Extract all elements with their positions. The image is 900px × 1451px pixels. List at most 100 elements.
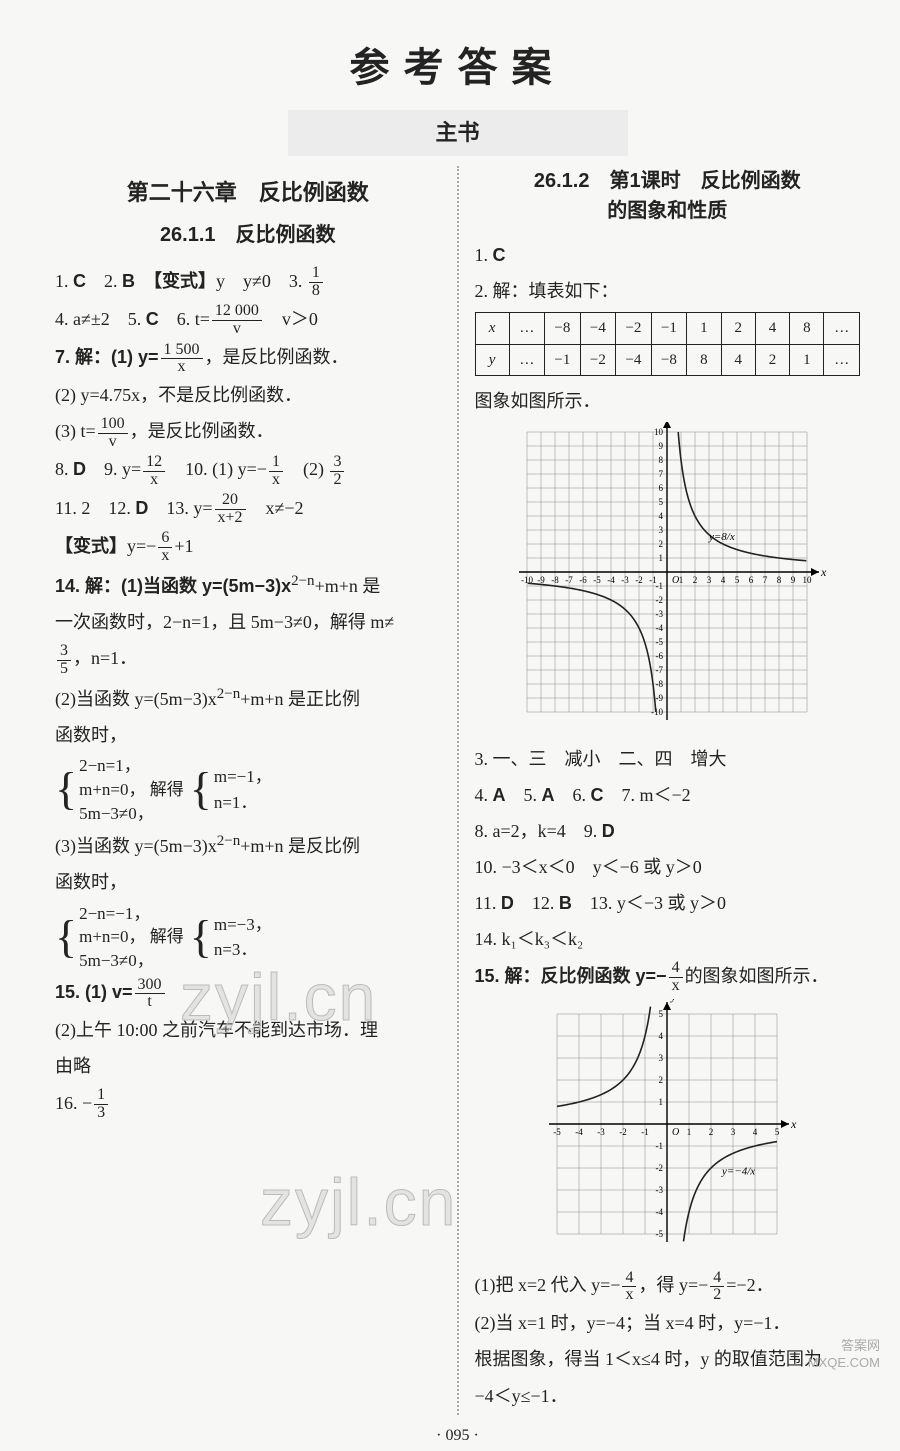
svg-text:-4: -4 [656,1207,664,1217]
text: +m+n 是反比例 [240,836,360,856]
svg-text:2: 2 [693,575,698,585]
num: 3 [57,643,71,661]
text: x≠−2 [248,498,304,518]
answer-line: 1. C [475,238,861,272]
text: 8. a=2，k=4 9. [475,821,602,841]
fraction: 1 500x [161,342,203,377]
svg-text:-2: -2 [620,1127,628,1137]
answer-line: 8. D 9. y=12x 10. (1) y=−1x (2) 32 [55,452,441,488]
text: ，得 y=− [638,1275,708,1295]
table-row: y…−1−2−4−88421… [475,344,860,376]
system-right: m=−1， n=1． [214,764,272,815]
left-brace-icon: { [190,771,212,808]
text: (2)当函数 y=(5m−3)x [55,689,217,709]
num: 100 [98,416,128,434]
text: 5. [506,785,542,805]
svg-text:O: O [672,1127,679,1138]
answer-line: 函数时， [55,718,441,752]
system-right: m=−3， n=3． [214,912,272,963]
answer-line: 15. (1) v=300t [55,975,441,1011]
den: 2 [710,1287,724,1304]
den: x [269,472,283,489]
svg-text:3: 3 [731,1127,736,1137]
choice: B [122,271,135,291]
choice: D [501,893,514,913]
svg-text:-6: -6 [580,575,588,585]
den: x [143,472,165,489]
svg-text:-8: -8 [552,575,560,585]
text: 15. 解：反比例函数 y=− [475,966,667,986]
answer-line: (2)当 x=1 时，y=−4；当 x=4 时，y=−1． [475,1306,861,1340]
text: (1)把 x=2 代入 y=− [475,1275,621,1295]
svg-text:-1: -1 [656,1141,664,1151]
choice: D [73,459,86,479]
section-heading-right: 26.1.2 第1课时 反比例函数 的图象和性质 [475,166,861,226]
choice: A [542,785,555,805]
svg-text:x: x [820,565,827,579]
answer-line: 14. 解：(1)当函数 y=(5m−3)x2−n+m+n 是 [55,567,441,603]
svg-text:10: 10 [654,427,664,437]
sup: 2−n [217,686,240,702]
svg-text:8: 8 [777,575,782,585]
text: (2) [285,459,329,479]
num: 4 [622,1270,636,1288]
svg-text:9: 9 [791,575,796,585]
eq: 2−n=−1， [79,904,150,923]
svg-text:7: 7 [659,469,664,479]
svg-text:9: 9 [659,441,664,451]
svg-text:5: 5 [659,497,664,507]
left-brace-icon: { [55,919,77,956]
right-column: 26.1.2 第1课时 反比例函数 的图象和性质 1. C 2. 解：填表如下：… [461,166,861,1415]
answer-line: 函数时， [55,865,441,899]
text: 9. y= [86,459,141,479]
choice: C [591,785,604,805]
text: ，是反比例函数． [130,421,274,441]
svg-text:1: 1 [679,575,684,585]
svg-text:2: 2 [659,1075,664,1085]
text: 6. t= [159,309,210,329]
answer-line: (2) y=4.75x，不是反比例函数． [55,378,441,412]
fraction: 4x [622,1270,636,1305]
variant-label: 【变式】 [135,271,216,291]
answer-line: 4. a≠±2 5. C 6. t=12 000v v＞0 [55,302,441,338]
text: ，是反比例函数． [205,347,349,367]
den: x+2 [215,510,246,527]
text: 的图象如图所示． [685,966,829,986]
num: 6 [158,530,172,548]
left-column: 第二十六章 反比例函数 26.1.1 反比例函数 1. C 2. B 【变式】y… [55,166,455,1415]
svg-text:-6: -6 [656,651,664,661]
footer-watermark: 答案网 MXQE.COM [808,1338,880,1372]
eq: 5m−3≠0， [79,951,154,970]
page-number: · 095 · [55,1421,860,1451]
svg-text:-2: -2 [656,1163,664,1173]
svg-text:-3: -3 [656,609,664,619]
eq: 5m−3≠0， [79,804,154,823]
answer-line: (2)上午 10:00 之前汽车不能到达市场．理 [55,1013,441,1047]
text: y y≠0 3. [216,271,307,291]
svg-text:4: 4 [659,511,664,521]
text: 26.1.2 第1课时 反比例函数 [534,170,801,192]
text: 的图象和性质 [607,200,727,222]
sup: 2−n [291,573,314,589]
answer-line: 7. 解：(1) y=1 500x，是反比例函数． [55,340,441,376]
answer-line: 16. −13 [55,1086,441,1122]
svg-text:-5: -5 [594,575,602,585]
text: ，n=1． [73,648,137,668]
svg-text:2: 2 [709,1127,714,1137]
answer-line: (2)当函数 y=(5m−3)x2−n+m+n 是正比例 [55,680,441,716]
fraction: 35 [57,643,71,678]
sup: 2−n [217,833,240,849]
brace-system: { 2−n=1， m+n=0， 解得 5m−3≠0， { m=−1， n=1． [55,754,441,825]
system-left: 2−n=1， m+n=0， 解得 5m−3≠0， [79,754,184,825]
text: 10. (1) y=− [167,459,267,479]
fraction: 12 000v [212,303,262,338]
svg-text:-2: -2 [636,575,644,585]
eq: m+n=0， [79,780,145,799]
svg-text:10: 10 [803,575,813,585]
svg-text:5: 5 [659,1009,664,1019]
text: 7. 解：(1) y= [55,347,159,367]
text: 解得 [150,927,184,946]
choice: C [73,271,86,291]
svg-text:-3: -3 [622,575,630,585]
svg-text:y: y [670,999,677,1003]
